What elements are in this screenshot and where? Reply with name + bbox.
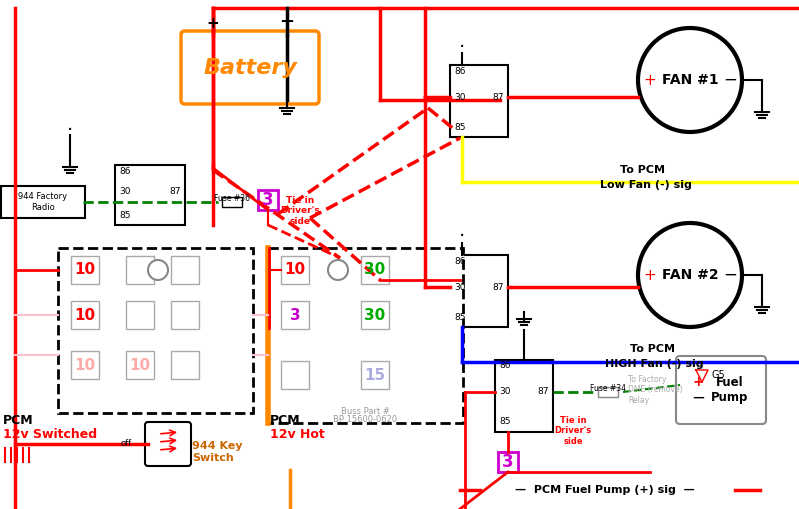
Text: 87: 87 [492, 282, 504, 292]
FancyBboxPatch shape [361, 256, 389, 284]
Text: ·: · [459, 228, 465, 246]
FancyBboxPatch shape [115, 165, 185, 225]
FancyBboxPatch shape [450, 255, 508, 327]
Text: To PCM: To PCM [630, 344, 675, 354]
FancyBboxPatch shape [281, 256, 309, 284]
Text: 12v Switched: 12v Switched [3, 428, 97, 440]
Text: FAN #2: FAN #2 [662, 268, 718, 282]
Text: 87: 87 [538, 387, 549, 397]
Text: G5: G5 [711, 370, 725, 380]
Text: Tie in
Driver's
side: Tie in Driver's side [555, 416, 591, 446]
Text: PCM: PCM [3, 413, 34, 427]
FancyBboxPatch shape [281, 301, 309, 329]
Text: 3: 3 [262, 191, 274, 209]
Text: 3: 3 [290, 307, 300, 323]
Text: Fuse #36: Fuse #36 [214, 194, 250, 203]
Text: BP 15600-0620: BP 15600-0620 [333, 414, 398, 423]
Text: 86: 86 [119, 166, 130, 176]
Text: ·: · [67, 121, 74, 139]
FancyBboxPatch shape [126, 351, 154, 379]
Text: +: + [644, 72, 656, 88]
Text: +: + [692, 375, 704, 389]
Text: 15: 15 [364, 367, 386, 382]
Text: 10: 10 [74, 263, 96, 277]
Text: 86: 86 [454, 67, 466, 75]
FancyBboxPatch shape [361, 361, 389, 389]
Text: 30: 30 [499, 387, 511, 397]
Text: 10: 10 [129, 357, 150, 373]
Text: 10: 10 [74, 357, 96, 373]
Text: 30: 30 [364, 263, 386, 277]
FancyBboxPatch shape [71, 301, 99, 329]
Text: 86: 86 [454, 257, 466, 266]
Circle shape [148, 260, 168, 280]
FancyBboxPatch shape [281, 361, 309, 389]
Text: −: − [723, 71, 737, 89]
Text: −: − [691, 389, 705, 407]
Polygon shape [696, 370, 708, 382]
Text: PCM: PCM [270, 413, 300, 427]
Text: Buss Part #: Buss Part # [341, 407, 390, 415]
Text: ·: · [459, 38, 465, 56]
FancyBboxPatch shape [222, 197, 242, 207]
Text: 12v Hot: 12v Hot [270, 428, 324, 440]
Text: 85: 85 [499, 417, 511, 427]
Text: 30: 30 [119, 186, 130, 195]
Text: +: + [644, 268, 656, 282]
FancyBboxPatch shape [450, 65, 508, 137]
FancyBboxPatch shape [71, 256, 99, 284]
FancyBboxPatch shape [1, 186, 85, 218]
Text: +: + [207, 16, 220, 31]
Text: 85: 85 [119, 211, 130, 219]
Text: off: off [121, 439, 132, 448]
Text: Fuse #34: Fuse #34 [590, 384, 626, 393]
Text: 30: 30 [454, 282, 466, 292]
Text: Fuel
Pump: Fuel Pump [711, 376, 749, 404]
Text: 10: 10 [284, 263, 305, 277]
Text: Battery: Battery [203, 58, 297, 77]
FancyBboxPatch shape [498, 452, 518, 472]
Text: 85: 85 [454, 313, 466, 322]
Text: —  PCM Fuel Pump (+) sig  —: — PCM Fuel Pump (+) sig — [515, 485, 695, 495]
Text: Low Fan (-) sig: Low Fan (-) sig [600, 180, 692, 190]
Text: To PCM: To PCM [620, 165, 665, 175]
Circle shape [638, 28, 742, 132]
FancyBboxPatch shape [598, 387, 618, 397]
Circle shape [328, 260, 348, 280]
Text: 87: 87 [169, 186, 181, 195]
Text: 30: 30 [364, 307, 386, 323]
FancyBboxPatch shape [171, 351, 199, 379]
Text: 944 Factory
Radio: 944 Factory Radio [18, 192, 68, 212]
FancyBboxPatch shape [676, 356, 766, 424]
FancyBboxPatch shape [361, 301, 389, 329]
Text: Tie in
Driver's
side: Tie in Driver's side [280, 196, 320, 226]
Text: 10: 10 [74, 307, 96, 323]
FancyBboxPatch shape [268, 248, 463, 423]
FancyBboxPatch shape [171, 256, 199, 284]
FancyBboxPatch shape [171, 301, 199, 329]
FancyBboxPatch shape [126, 256, 154, 284]
Text: HIGH Fan (-) sig: HIGH Fan (-) sig [605, 359, 704, 369]
Text: −: − [723, 266, 737, 284]
Text: To Factory
DME (remove)
Relay: To Factory DME (remove) Relay [628, 375, 682, 405]
FancyBboxPatch shape [126, 301, 154, 329]
FancyBboxPatch shape [258, 190, 278, 210]
FancyBboxPatch shape [181, 31, 319, 104]
Text: 3: 3 [503, 453, 514, 471]
FancyBboxPatch shape [71, 351, 99, 379]
Text: 87: 87 [492, 93, 504, 101]
Text: −: − [280, 13, 295, 31]
FancyBboxPatch shape [145, 422, 191, 466]
Circle shape [638, 223, 742, 327]
Text: 86: 86 [499, 361, 511, 371]
Text: ·: · [521, 313, 527, 331]
FancyBboxPatch shape [58, 248, 253, 413]
Text: 30: 30 [454, 93, 466, 101]
Text: FAN #1: FAN #1 [662, 73, 718, 87]
Text: 944 Key
Switch: 944 Key Switch [192, 441, 243, 463]
FancyBboxPatch shape [495, 360, 553, 432]
Text: 85: 85 [454, 123, 466, 131]
